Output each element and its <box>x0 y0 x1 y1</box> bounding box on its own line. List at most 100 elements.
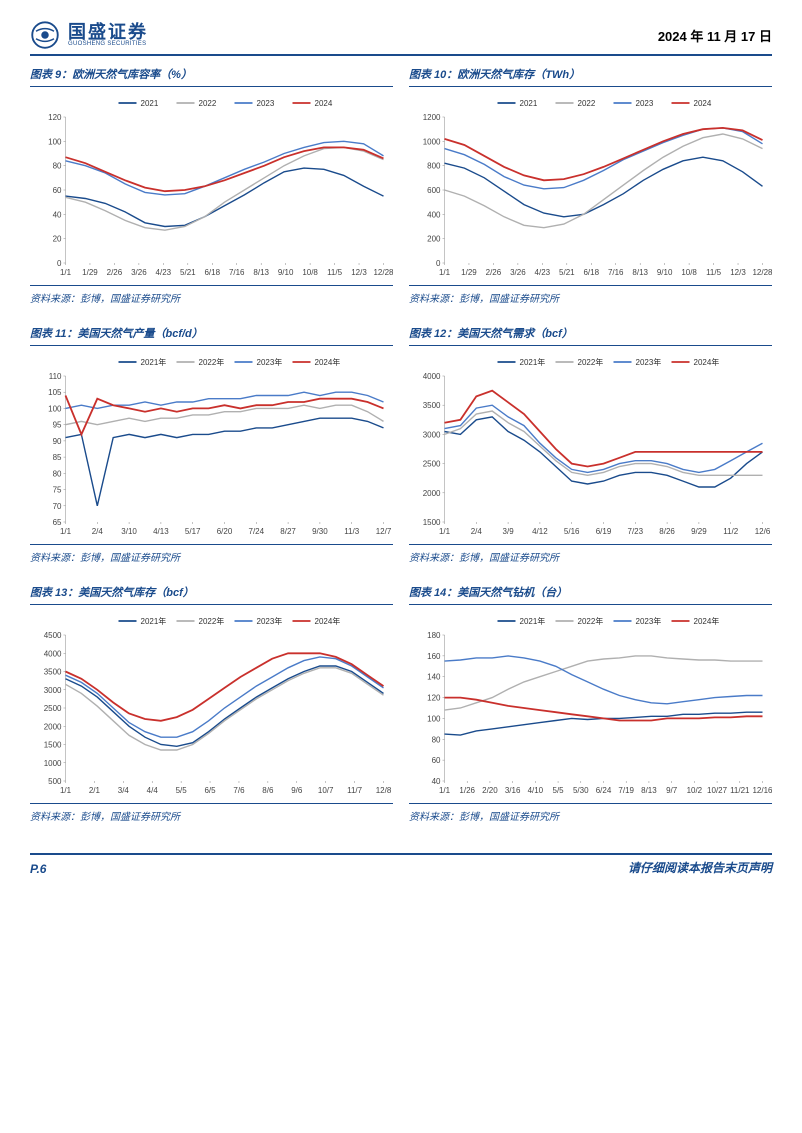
svg-text:500: 500 <box>48 777 62 786</box>
svg-text:2024: 2024 <box>315 99 333 108</box>
svg-text:0: 0 <box>57 259 62 268</box>
svg-text:10/2: 10/2 <box>687 786 703 795</box>
chart-canvas: 1500200025003000350040001/12/43/94/125/1… <box>409 352 772 542</box>
svg-text:3/9: 3/9 <box>503 527 515 536</box>
svg-text:80: 80 <box>53 162 62 171</box>
svg-text:2/26: 2/26 <box>486 268 502 277</box>
svg-text:2023年: 2023年 <box>257 357 283 367</box>
svg-text:2022年: 2022年 <box>578 616 604 626</box>
svg-text:80: 80 <box>432 735 441 744</box>
svg-text:12/28: 12/28 <box>373 268 393 277</box>
svg-text:2021年: 2021年 <box>141 616 167 626</box>
svg-text:8/13: 8/13 <box>253 268 269 277</box>
svg-text:160: 160 <box>427 652 441 661</box>
chart-canvas: 657075808590951001051101/12/43/104/135/1… <box>30 352 393 542</box>
chart-title: 图表 14：美国天然气钻机（台） <box>409 584 772 605</box>
svg-text:2023: 2023 <box>257 99 275 108</box>
svg-text:1/1: 1/1 <box>439 527 451 536</box>
svg-text:1/1: 1/1 <box>60 268 72 277</box>
svg-text:40: 40 <box>53 210 62 219</box>
svg-text:2/26: 2/26 <box>107 268 123 277</box>
svg-text:2021: 2021 <box>141 99 159 108</box>
svg-text:2021年: 2021年 <box>520 357 546 367</box>
svg-text:70: 70 <box>53 502 62 511</box>
svg-text:2000: 2000 <box>423 489 441 498</box>
svg-text:100: 100 <box>48 404 62 413</box>
svg-text:1/29: 1/29 <box>82 268 98 277</box>
svg-text:2500: 2500 <box>44 704 62 713</box>
svg-text:5/16: 5/16 <box>564 527 580 536</box>
svg-text:60: 60 <box>432 756 441 765</box>
svg-text:10/8: 10/8 <box>302 268 318 277</box>
charts-grid: 图表 9：欧洲天然气库容率（%）0204060801001201/11/292/… <box>30 66 772 823</box>
svg-text:9/30: 9/30 <box>312 527 328 536</box>
svg-text:95: 95 <box>53 421 62 430</box>
svg-text:1/1: 1/1 <box>439 268 451 277</box>
svg-text:2024: 2024 <box>694 99 712 108</box>
company-name-en: GUOSHENG SECURITIES <box>68 41 148 47</box>
chart-c9: 图表 9：欧洲天然气库容率（%）0204060801001201/11/292/… <box>30 66 393 305</box>
svg-text:3500: 3500 <box>423 401 441 410</box>
chart-source: 资料来源：彭博，国盛证券研究所 <box>409 285 772 305</box>
svg-text:2500: 2500 <box>423 460 441 469</box>
svg-text:12/28: 12/28 <box>752 268 772 277</box>
svg-text:9/7: 9/7 <box>666 786 678 795</box>
svg-text:5/17: 5/17 <box>185 527 201 536</box>
svg-text:11/5: 11/5 <box>327 268 343 277</box>
svg-text:11/21: 11/21 <box>730 786 750 795</box>
svg-text:7/16: 7/16 <box>608 268 624 277</box>
svg-text:8/26: 8/26 <box>659 527 675 536</box>
svg-text:4/10: 4/10 <box>528 786 544 795</box>
svg-text:2024年: 2024年 <box>694 616 720 626</box>
svg-text:1/26: 1/26 <box>459 786 475 795</box>
chart-title: 图表 11：美国天然气产量（bcf/d） <box>30 325 393 346</box>
svg-text:9/29: 9/29 <box>691 527 707 536</box>
svg-text:11/3: 11/3 <box>344 527 360 536</box>
svg-text:10/8: 10/8 <box>681 268 697 277</box>
chart-title: 图表 10：欧洲天然气库存（TWh） <box>409 66 772 87</box>
chart-canvas: 0204060801001201/11/292/263/264/235/216/… <box>30 93 393 283</box>
svg-text:10/27: 10/27 <box>707 786 728 795</box>
svg-text:9/10: 9/10 <box>278 268 294 277</box>
chart-c10: 图表 10：欧洲天然气库存（TWh）0200400600800100012001… <box>409 66 772 305</box>
chart-source: 资料来源：彭博，国盛证券研究所 <box>409 803 772 823</box>
svg-text:11/7: 11/7 <box>347 786 363 795</box>
svg-text:180: 180 <box>427 631 441 640</box>
svg-text:3/10: 3/10 <box>121 527 137 536</box>
svg-text:7/24: 7/24 <box>249 527 265 536</box>
svg-text:4000: 4000 <box>44 649 62 658</box>
svg-text:2023年: 2023年 <box>257 616 283 626</box>
svg-text:1/1: 1/1 <box>439 786 451 795</box>
svg-text:1/29: 1/29 <box>461 268 477 277</box>
svg-text:12/6: 12/6 <box>755 527 771 536</box>
svg-text:6/20: 6/20 <box>217 527 233 536</box>
svg-text:600: 600 <box>427 186 441 195</box>
chart-c14: 图表 14：美国天然气钻机（台）4060801001201401601801/1… <box>409 584 772 823</box>
svg-text:2/1: 2/1 <box>89 786 101 795</box>
svg-text:2/4: 2/4 <box>92 527 104 536</box>
svg-text:8/13: 8/13 <box>632 268 648 277</box>
svg-text:4500: 4500 <box>44 631 62 640</box>
chart-source: 资料来源：彭博，国盛证券研究所 <box>30 544 393 564</box>
svg-text:200: 200 <box>427 235 441 244</box>
svg-text:8/27: 8/27 <box>280 527 296 536</box>
company-name-cn: 国盛证券 <box>68 23 148 41</box>
svg-text:8/6: 8/6 <box>262 786 274 795</box>
svg-text:4/12: 4/12 <box>532 527 548 536</box>
svg-text:80: 80 <box>53 469 62 478</box>
svg-text:85: 85 <box>53 453 62 462</box>
svg-text:1000: 1000 <box>44 759 62 768</box>
svg-text:100: 100 <box>427 714 441 723</box>
svg-text:1200: 1200 <box>423 113 441 122</box>
svg-text:6/18: 6/18 <box>204 268 220 277</box>
svg-text:11/2: 11/2 <box>723 527 739 536</box>
svg-text:10/7: 10/7 <box>318 786 334 795</box>
chart-c12: 图表 12：美国天然气需求（bcf）1500200025003000350040… <box>409 325 772 564</box>
chart-canvas: 500100015002000250030003500400045001/12/… <box>30 611 393 801</box>
svg-text:2021年: 2021年 <box>141 357 167 367</box>
svg-text:12/7: 12/7 <box>376 527 392 536</box>
svg-text:3500: 3500 <box>44 668 62 677</box>
chart-source: 资料来源：彭博，国盛证券研究所 <box>30 285 393 305</box>
svg-text:3/26: 3/26 <box>510 268 526 277</box>
chart-title: 图表 12：美国天然气需求（bcf） <box>409 325 772 346</box>
